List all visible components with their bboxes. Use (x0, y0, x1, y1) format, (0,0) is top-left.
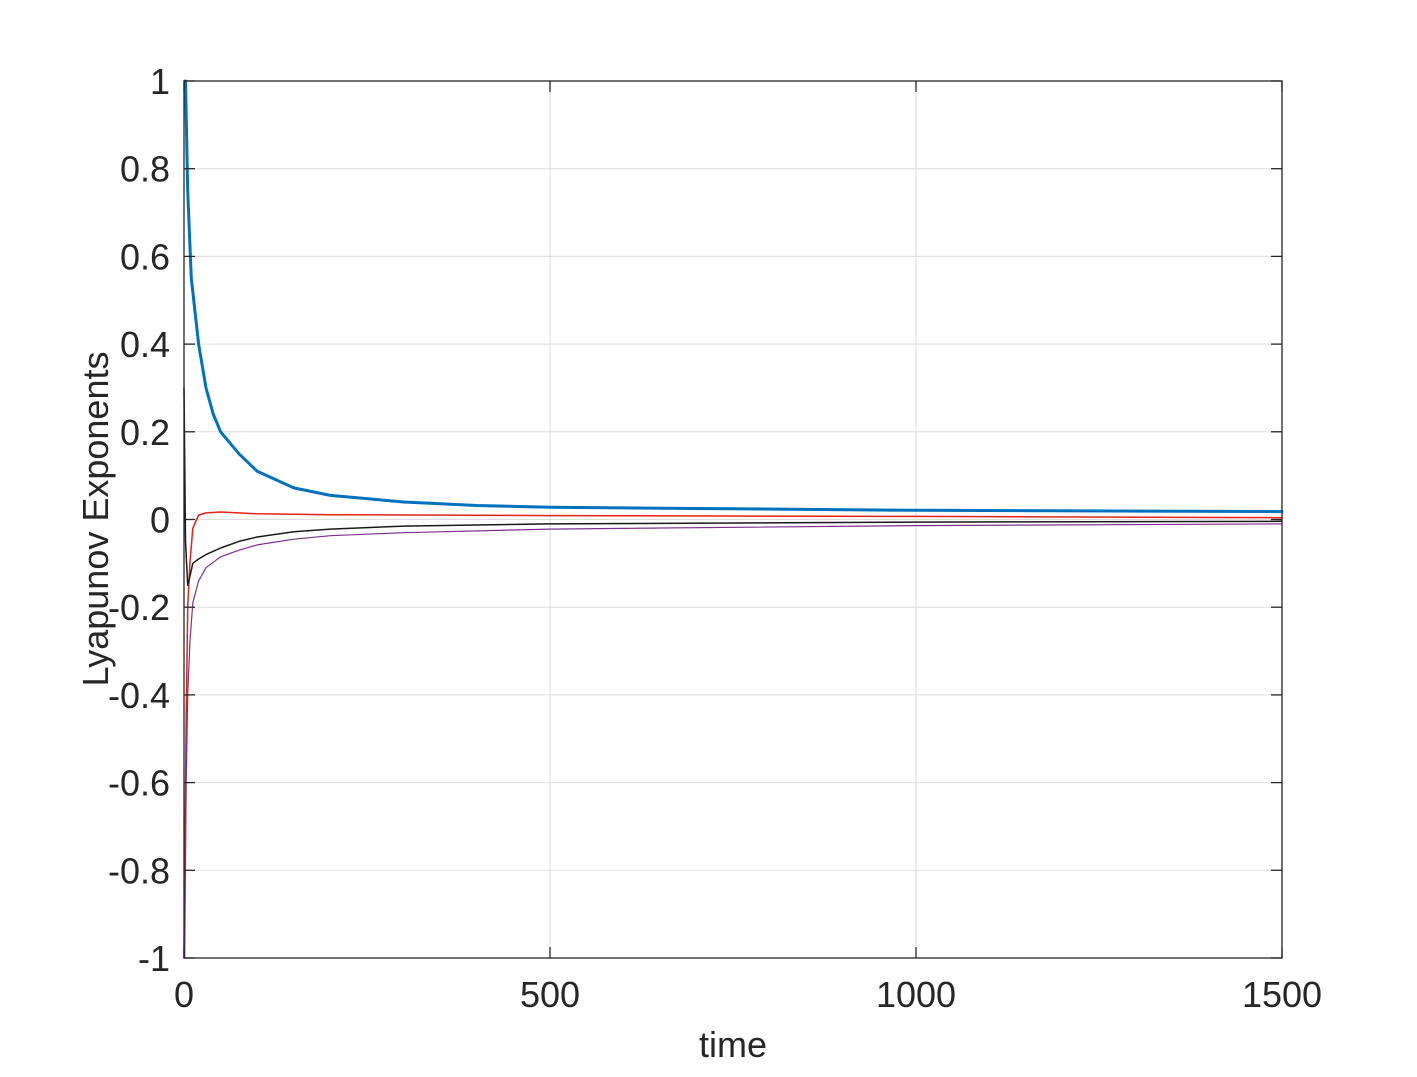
y-tick-label: 0.8 (120, 149, 170, 190)
x-axis-label: time (699, 1024, 767, 1065)
y-tick-label: 0 (150, 500, 170, 541)
series-line-1 (184, 79, 1284, 514)
series-line-4 (184, 523, 1283, 959)
y-tick-label: -1 (138, 938, 170, 979)
y-tick-label: 1 (150, 61, 170, 102)
series-lines (183, 79, 1284, 959)
y-axis-label: Lyapunov Exponents (75, 352, 116, 687)
series-line-2 (183, 511, 1283, 959)
y-tick-label: -0.4 (108, 675, 170, 716)
x-tick-label: 500 (520, 974, 580, 1015)
series-line-3 (183, 387, 1283, 587)
y-tick-label: -0.2 (108, 587, 170, 628)
y-tick-label: -0.8 (108, 850, 170, 891)
y-tick-label: 0.6 (120, 236, 170, 277)
x-tick-labels: 0 500 1000 1500 (174, 974, 1322, 1015)
y-tick-label: 0.4 (120, 324, 170, 365)
x-tick-label: 0 (174, 974, 194, 1015)
y-tick-label: -0.6 (108, 763, 170, 804)
x-tick-label: 1000 (876, 974, 956, 1015)
x-tick-label: 1500 (1242, 974, 1322, 1015)
y-tick-labels: -1 -0.8 -0.6 -0.4 -0.2 0 0.2 0.4 0.6 0.8 1 (108, 61, 170, 979)
y-tick-label: 0.2 (120, 412, 170, 453)
axis-ticks (183, 80, 1283, 959)
